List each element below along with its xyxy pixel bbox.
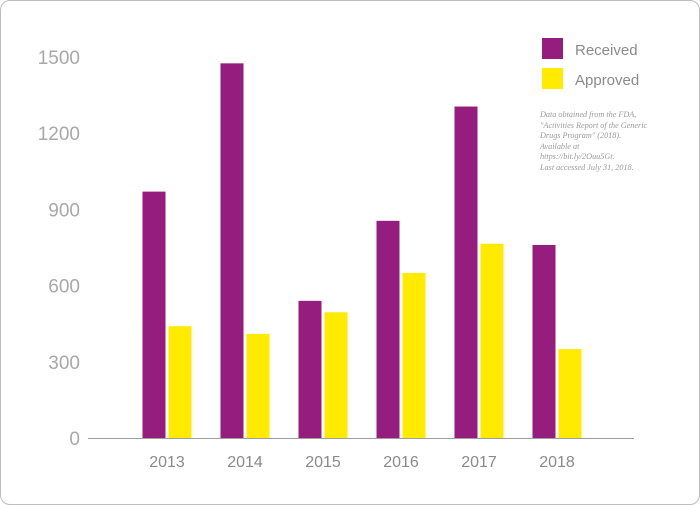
annotation-line: https://bit.ly/2Ouu5Gt. <box>540 152 615 161</box>
legend-swatch-received <box>542 38 563 59</box>
x-tick-label: 2018 <box>539 454 575 471</box>
bar-approved <box>402 272 426 438</box>
x-tick-label: 2013 <box>149 454 185 471</box>
y-tick-label: 600 <box>48 277 80 298</box>
y-tick-label: 1500 <box>38 48 80 69</box>
bar-received <box>454 106 478 438</box>
x-tick-label: 2017 <box>461 454 497 471</box>
y-tick-label: 900 <box>48 200 80 221</box>
bar-approved <box>246 333 270 438</box>
annotation-line: Drugs Program" (2018). <box>540 131 622 140</box>
annotation-line: "Activities Report of the Generic <box>540 120 648 130</box>
bar-received <box>220 63 244 438</box>
legend-swatch-approved <box>542 68 563 89</box>
annotation-line: Last accessed July 31, 2018. <box>540 162 634 172</box>
bar-received <box>298 300 322 438</box>
bar-approved <box>324 312 348 438</box>
bar-received <box>376 220 400 438</box>
legend-label-received: Received <box>575 42 638 59</box>
y-tick-label: 1200 <box>38 124 80 145</box>
annotation-line: Data obtained from the FDA, <box>540 110 637 119</box>
source-annotation: Data obtained from the FDA, "Activities … <box>540 110 670 173</box>
bar-approved <box>480 243 504 438</box>
x-tick-label: 2014 <box>227 454 263 471</box>
bar-received <box>142 191 166 438</box>
legend-label-approved: Approved <box>575 72 639 89</box>
x-tick-label: 2016 <box>383 454 419 471</box>
y-tick-label: 300 <box>48 353 80 374</box>
bar-approved <box>558 349 582 438</box>
annotation-line: Available at <box>540 141 580 151</box>
y-tick-label: 0 <box>69 429 80 450</box>
bar-approved <box>168 326 192 438</box>
x-tick-label: 2015 <box>305 454 341 471</box>
bar-received <box>532 244 556 438</box>
